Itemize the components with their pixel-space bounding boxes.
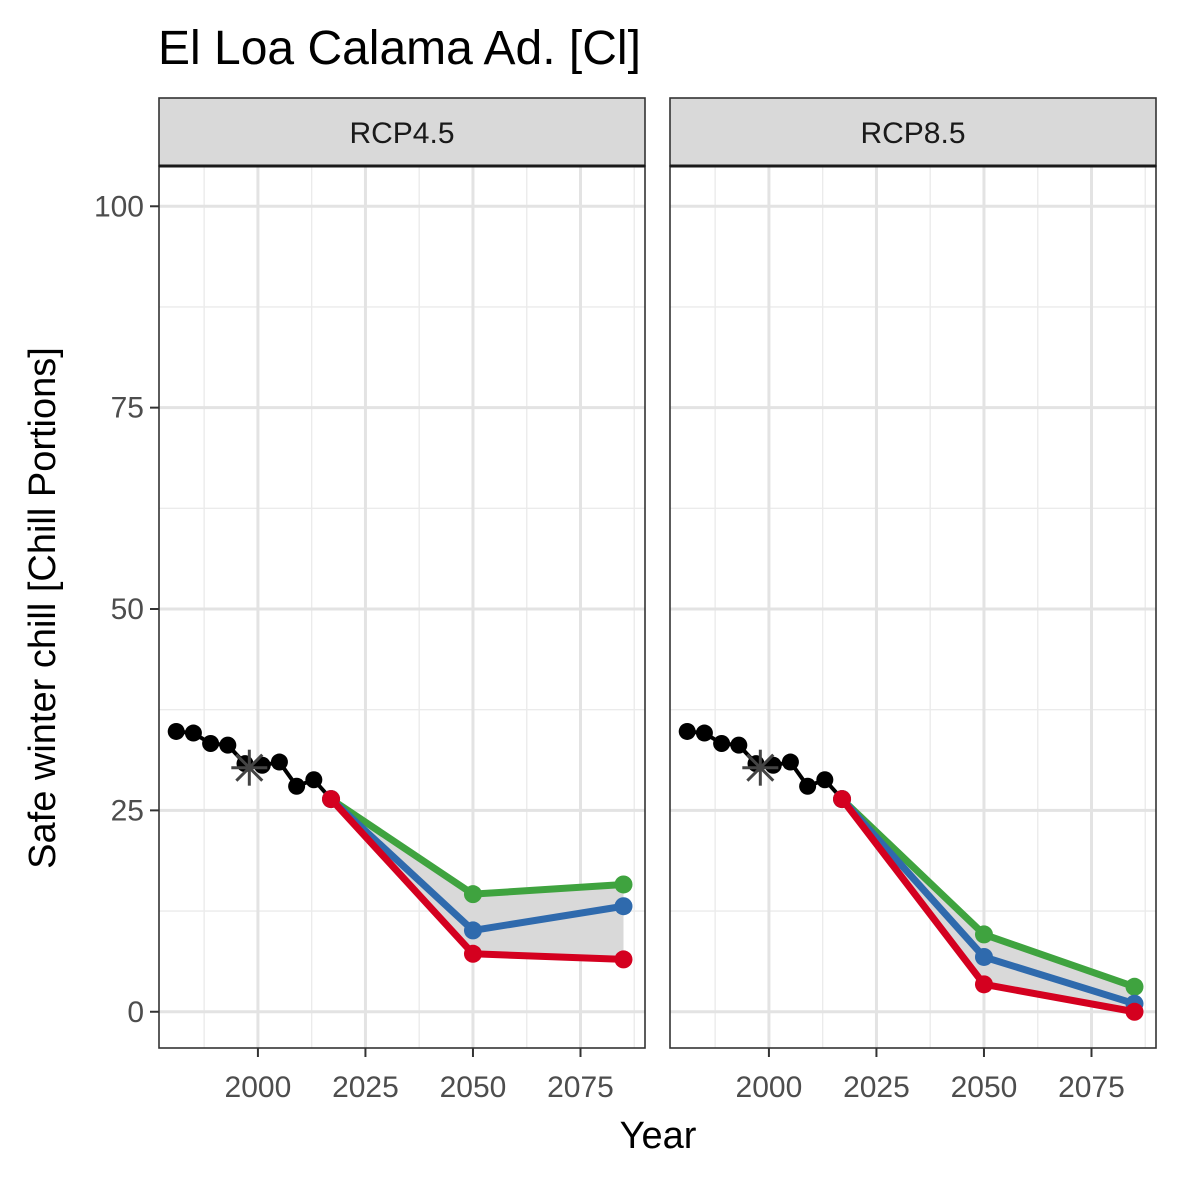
- panels-layer: RCP4.5 2000 2025 2050 2075 0 25 50 75 100 RCP8.5 20…: [94, 97, 1157, 1104]
- facet-strip-label: RCP8.5: [860, 117, 965, 150]
- panel-rcp85: RCP8.5 2000 2025 2050 2075: [669, 97, 1157, 1104]
- historic-point: [713, 735, 731, 753]
- historic-point: [288, 777, 306, 795]
- median-point: [974, 947, 993, 966]
- pessimistic-point: [322, 790, 341, 809]
- y-tick-label: 25: [111, 794, 144, 827]
- historic-point: [305, 771, 323, 789]
- x-tick-label: 2050: [440, 1071, 507, 1104]
- x-tick-label: 2075: [1058, 1071, 1125, 1104]
- x-tick-label: 2000: [736, 1071, 803, 1104]
- x-tick-label: 2000: [225, 1071, 292, 1104]
- facet-strip-label: RCP4.5: [349, 117, 454, 150]
- x-tick-label: 2025: [332, 1071, 399, 1104]
- x-tick-label: 2050: [951, 1071, 1018, 1104]
- historic-point: [781, 753, 799, 771]
- optimistic-point: [614, 875, 633, 894]
- optimistic-point: [463, 885, 482, 904]
- historic-point: [678, 722, 696, 740]
- optimistic-point: [974, 925, 993, 944]
- historic-point: [184, 724, 202, 742]
- historic-point: [695, 724, 713, 742]
- plot-background: [670, 166, 1156, 1048]
- pessimistic-point: [974, 975, 993, 994]
- median-point: [614, 897, 633, 916]
- facet-strip: [158, 97, 646, 167]
- pessimistic-point: [833, 790, 852, 809]
- historic-point: [219, 736, 237, 754]
- baseline-marker: [231, 749, 268, 786]
- historic-point: [730, 736, 748, 754]
- y-tick-label: 100: [94, 190, 144, 223]
- x-axis-title: Year: [620, 1115, 697, 1157]
- y-tick-label: 0: [127, 996, 144, 1029]
- y-tick-label: 75: [111, 392, 144, 425]
- historic-point: [799, 777, 817, 795]
- baseline-marker: [742, 749, 779, 786]
- baseline-marker-stroke: [235, 753, 264, 782]
- y-tick-label: 50: [111, 593, 144, 626]
- historic-point: [167, 722, 185, 740]
- facet-strip: [669, 97, 1157, 167]
- baseline-marker-stroke: [746, 753, 775, 782]
- panel-rcp45: RCP4.5 2000 2025 2050 2075 0 25 50 75 100: [94, 97, 646, 1104]
- historic-point: [816, 771, 834, 789]
- pessimistic-point: [463, 944, 482, 963]
- pessimistic-point: [1125, 1002, 1144, 1021]
- historic-point: [202, 735, 220, 753]
- scenario-range-band: [842, 799, 1135, 1012]
- historic-point: [270, 753, 288, 771]
- x-tick-label: 2075: [547, 1071, 614, 1104]
- chart-title: El Loa Calama Ad. [Cl]: [158, 22, 641, 75]
- pessimistic-point: [614, 950, 633, 969]
- optimistic-point: [1125, 977, 1144, 996]
- x-tick-label: 2025: [843, 1071, 910, 1104]
- y-axis-title: Safe winter chill [Chill Portions]: [22, 347, 64, 869]
- median-point: [463, 921, 482, 940]
